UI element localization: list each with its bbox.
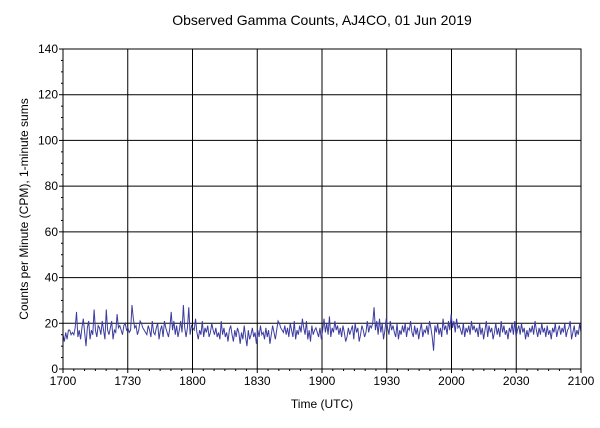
y-axis-title: Counts per Minute (CPM), 1-minute sums xyxy=(17,98,31,319)
x-axis-title: Time (UTC) xyxy=(291,397,353,411)
y-tick-label: 60 xyxy=(45,225,59,239)
x-axis-tick-labels: 1700 1730 1800 1830 1900 1930 2000 2030 2100 xyxy=(50,374,595,388)
grid-lines xyxy=(63,49,581,369)
y-tick-label: 140 xyxy=(38,42,58,56)
x-tick-label: 2000 xyxy=(438,374,465,388)
y-tick-label: 100 xyxy=(38,133,58,147)
x-tick-label: 1900 xyxy=(309,374,336,388)
x-tick-label: 1830 xyxy=(244,374,271,388)
y-axis-tick-labels: 0 20 40 60 80 100 120 140 xyxy=(38,42,58,376)
x-tick-label: 1700 xyxy=(50,374,77,388)
chart-title: Observed Gamma Counts, AJ4CO, 01 Jun 201… xyxy=(172,12,472,28)
series-line xyxy=(62,304,582,351)
y-tick-label: 40 xyxy=(45,271,59,285)
y-tick-label: 120 xyxy=(38,88,58,102)
axis-ticks xyxy=(59,48,582,373)
x-tick-label: 2030 xyxy=(503,374,530,388)
y-tick-label: 20 xyxy=(45,316,59,330)
x-tick-label: 1730 xyxy=(114,374,141,388)
x-tick-label: 1930 xyxy=(373,374,400,388)
y-tick-label: 80 xyxy=(45,179,59,193)
x-tick-label: 2100 xyxy=(568,374,595,388)
y-tick-label: 0 xyxy=(51,362,58,376)
x-tick-label: 1800 xyxy=(179,374,206,388)
